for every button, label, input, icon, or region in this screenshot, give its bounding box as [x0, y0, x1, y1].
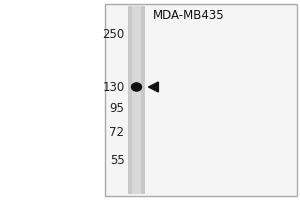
FancyBboxPatch shape: [128, 6, 145, 194]
Polygon shape: [148, 82, 158, 92]
FancyBboxPatch shape: [0, 0, 105, 200]
FancyBboxPatch shape: [132, 6, 142, 194]
Text: 95: 95: [110, 102, 124, 116]
Text: 250: 250: [102, 27, 124, 40]
Text: MDA-MB435: MDA-MB435: [153, 9, 225, 22]
Text: 72: 72: [110, 127, 124, 140]
Ellipse shape: [131, 82, 142, 92]
Text: 55: 55: [110, 154, 124, 168]
FancyBboxPatch shape: [105, 4, 297, 196]
Text: 130: 130: [102, 81, 124, 94]
